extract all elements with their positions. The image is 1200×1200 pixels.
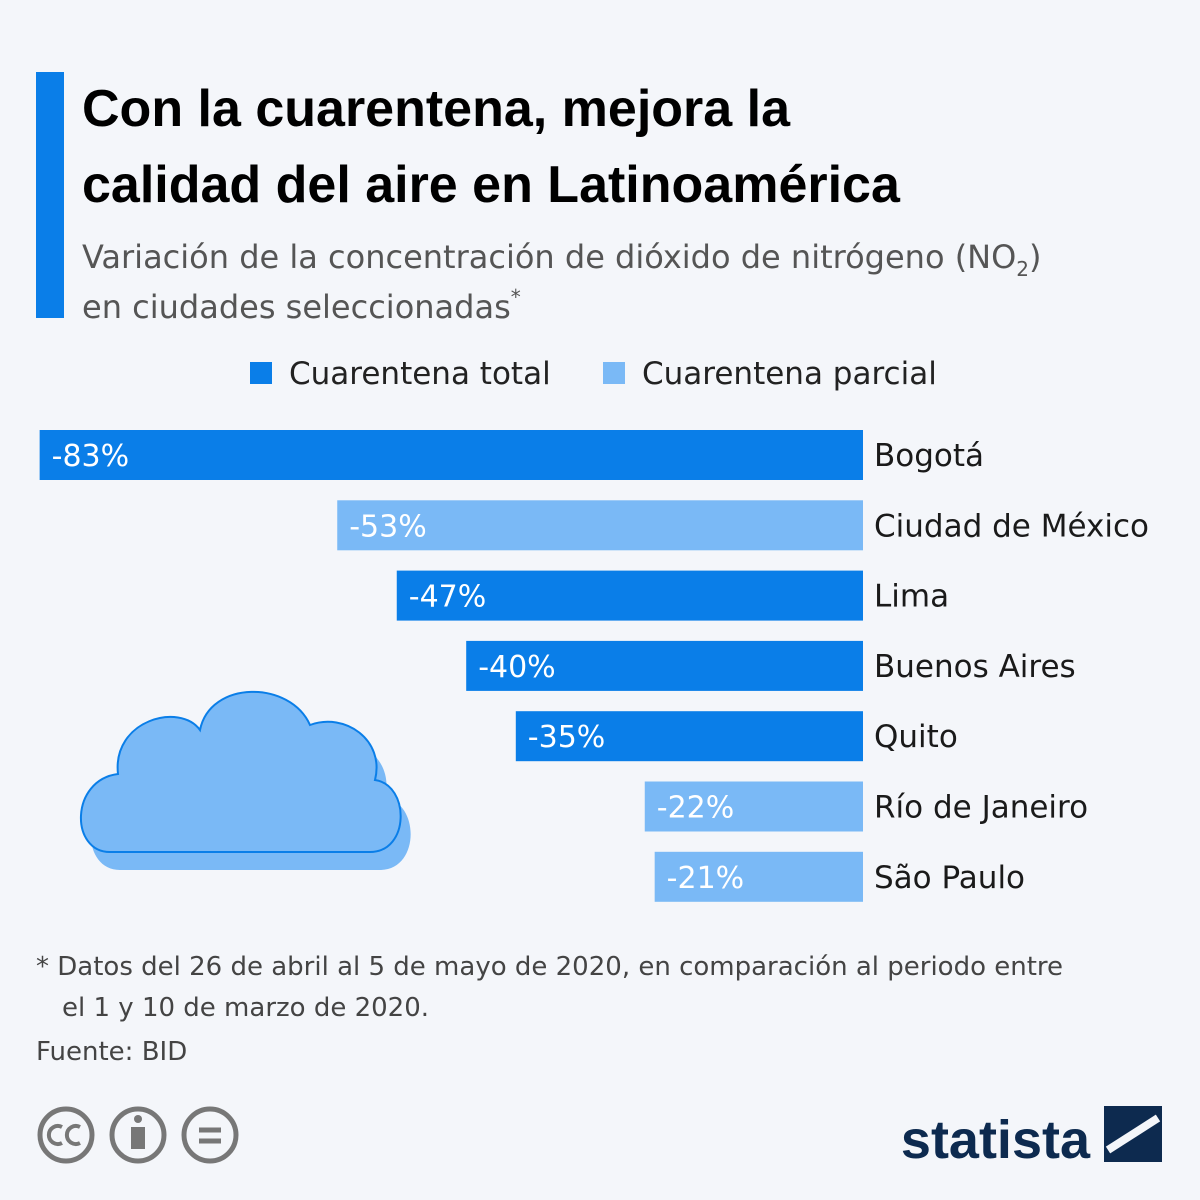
legend-swatch [603, 362, 625, 384]
source: Fuente: BID [36, 1037, 187, 1067]
value-label: -47% [409, 580, 487, 615]
chart-subtitle: en ciudades seleccionadas* [82, 285, 521, 326]
footnote: el 1 y 10 de marzo de 2020. [62, 993, 429, 1023]
bar [39, 430, 863, 480]
bar [396, 570, 863, 621]
by-body [131, 1127, 145, 1149]
bar [515, 711, 863, 762]
legend-label: Cuarentena parcial [642, 356, 937, 392]
category-label: Bogotá [874, 438, 984, 474]
category-label: Río de Janeiro [874, 790, 1088, 826]
footnote: * Datos del 26 de abril al 5 de mayo de … [36, 952, 1063, 982]
cc-symbol [46, 1124, 81, 1146]
logo-mark-stroke [1105, 1114, 1161, 1154]
bar [466, 640, 863, 691]
chart-title: calidad del aire en Latinoamérica [82, 156, 901, 214]
chart-title: Con la cuarentena, mejora la [82, 80, 791, 138]
legend-label: Cuarentena total [289, 356, 551, 392]
value-label: -83% [52, 439, 130, 474]
bar [644, 781, 863, 832]
value-label: -35% [528, 720, 606, 755]
by-head [134, 1115, 142, 1123]
chart-subtitle: Variación de la concentración de dióxido… [82, 238, 1042, 281]
category-label: Buenos Aires [874, 649, 1076, 685]
by-icon [109, 1106, 167, 1164]
nd-icon [181, 1106, 239, 1164]
logo: statista [901, 1110, 1091, 1170]
title-accent [36, 72, 64, 318]
subtitle-text: ) [1029, 238, 1041, 276]
category-label: Ciudad de México [874, 508, 1149, 544]
subtitle-text: en ciudades seleccionadas [82, 288, 511, 326]
subtitle-text: Variación de la concentración de dióxido… [82, 238, 1016, 276]
value-label: -21% [667, 861, 745, 896]
cc-icon [37, 1106, 95, 1164]
nd-symbol [199, 1127, 221, 1144]
category-label: Lima [874, 579, 949, 615]
bar [337, 500, 863, 551]
value-label: -22% [657, 791, 735, 826]
value-label: -53% [349, 509, 427, 544]
cloud-illustration [79, 690, 411, 870]
legend-swatch [250, 362, 272, 384]
value-label: -40% [478, 650, 556, 685]
subtitle-subscript: 2 [1016, 257, 1029, 281]
cloud [79, 690, 402, 853]
bar [654, 851, 863, 902]
subtitle-superscript: * [511, 285, 521, 309]
license-icons [37, 1106, 239, 1164]
category-label: São Paulo [874, 860, 1025, 896]
category-label: Quito [874, 719, 958, 755]
